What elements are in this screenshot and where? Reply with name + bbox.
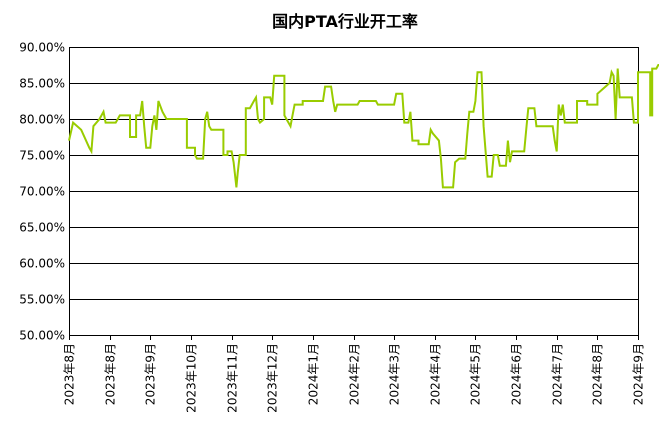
x-tick-label: 2024年5月	[469, 343, 483, 405]
axes	[69, 47, 639, 340]
gridlines	[69, 47, 638, 336]
x-tick-label: 2024年3月	[388, 343, 402, 405]
x-tick-label: 2024年9月	[632, 343, 646, 405]
x-axis-tick-labels: 2023年8月 2023年8月 2023年9月 2023年10月 2023年11月 202…	[63, 343, 646, 413]
y-tick-label: 80.00%	[19, 113, 65, 127]
y-tick-label: 75.00%	[19, 149, 65, 163]
x-tick-label: 2023年10月	[185, 343, 199, 413]
x-tick-label: 2024年4月	[429, 343, 443, 405]
y-tick-label: 60.00%	[19, 257, 65, 271]
y-tick-label: 70.00%	[19, 185, 65, 199]
series-line	[68, 64, 659, 189]
x-tick-label: 2023年11月	[226, 343, 240, 413]
x-tick-label: 2023年8月	[104, 343, 118, 405]
y-tick-label: 65.00%	[19, 221, 65, 235]
x-tick-label: 2023年12月	[266, 343, 280, 413]
y-tick-label: 50.00%	[19, 329, 65, 343]
x-tick-label: 2024年2月	[348, 343, 362, 405]
y-tick-label: 90.00%	[19, 41, 65, 55]
chart-title: 国内PTA行业开工率	[272, 12, 418, 31]
x-tick-label: 2024年7月	[551, 343, 565, 405]
y-axis-tick-labels: 50.00% 55.00% 60.00% 65.00% 70.00% 75.00% 80.0…	[19, 41, 65, 343]
x-tick-label: 2024年8月	[591, 343, 605, 405]
x-tick-label: 2024年1月	[307, 343, 321, 405]
series-lines	[68, 64, 659, 189]
x-tick-label: 2023年8月	[63, 343, 77, 405]
x-tick-label: 2023年9月	[144, 343, 158, 405]
y-tick-label: 85.00%	[19, 77, 65, 91]
x-tick-label: 2024年6月	[510, 343, 524, 405]
y-tick-label: 55.00%	[19, 293, 65, 307]
